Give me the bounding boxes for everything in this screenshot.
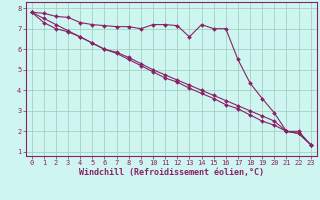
X-axis label: Windchill (Refroidissement éolien,°C): Windchill (Refroidissement éolien,°C) xyxy=(79,168,264,177)
